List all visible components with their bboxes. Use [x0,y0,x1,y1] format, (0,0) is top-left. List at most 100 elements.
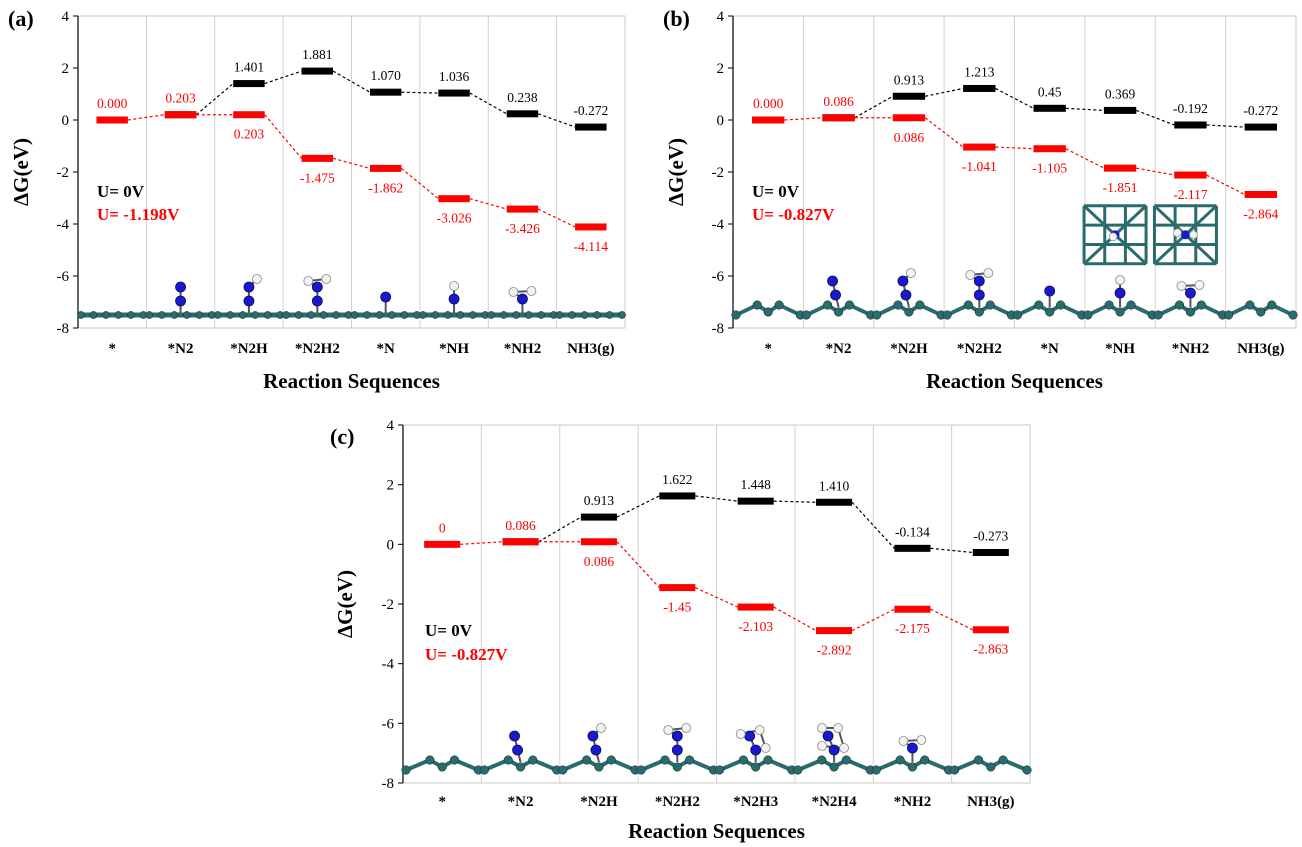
energy-level-bar [506,205,539,213]
series-u-applied: 0 0.086 0.086 -1.45 -2.103 -2.892 -2.175 -2.863 [424,518,1009,658]
y-tick-label: -4 [712,217,725,233]
y-tick-label: -6 [382,716,395,732]
metal-atom [606,755,616,765]
metal-atom [763,755,773,765]
metal-atom [516,762,526,772]
series-connector [469,92,508,115]
nitrogen-atom [587,730,599,742]
series-connector [1206,174,1245,195]
x-tick-label: *NH2 [1172,341,1210,357]
energy-level-bar [892,114,926,122]
x-tick-label: *N [377,341,396,357]
x-tick-label: NH3(g) [567,341,615,357]
legend-entry: U= -0.827V [752,205,835,224]
metal-atom [605,311,614,319]
hydrogen-atom [754,725,765,735]
energy-level-bar [502,538,539,546]
metal-atom [487,311,496,319]
metal-atom [77,311,85,319]
metal-atom [127,311,135,319]
series-connector [1065,148,1105,169]
y-tick-label: -6 [712,269,725,285]
data-label: -1.45 [663,600,691,615]
data-label: -4.114 [574,239,609,254]
metal-atom [594,762,604,772]
metal-atom [537,311,546,319]
data-label: -2.864 [1243,206,1278,221]
data-label: 1.036 [439,69,470,84]
metal-atom [1153,310,1163,320]
series-connector [784,117,823,121]
energy-level-bar [816,498,853,506]
hydrogen-atom [983,268,994,278]
hydrogen-atom [663,725,674,735]
data-label: 0.913 [584,493,615,508]
y-tick-label: 4 [387,418,395,434]
hydrogen-atom [526,286,537,296]
metal-atom [375,311,384,319]
chart-panel-a: 4 2 0 -2 -4 -6 -8 (a) ΔG(eV) * *N2 *N2H *N2H2 *N *NH *N… [8,6,626,393]
nitrogen-atom [897,275,909,287]
nitrogen-atom [827,275,838,287]
metal-atom [893,300,903,310]
hydrogen-atom [1173,228,1182,238]
energy-level-bar [822,114,855,122]
metal-atom [973,755,984,765]
energy-level-bar [233,80,265,88]
data-label: 1.410 [819,478,850,493]
energy-level-bar [737,497,774,505]
nitrogen-atom [175,295,186,307]
adsorbate-structures [401,723,1032,775]
metal-atom [974,307,984,317]
data-label: 0.000 [753,96,784,111]
data-label: 1.213 [964,64,995,79]
legend-entry: U= -0.827V [425,645,508,664]
metal-atom [1115,307,1125,317]
nitrogen-atom [509,730,520,742]
nitrogen-atom [1044,285,1056,297]
hydrogen-atom [508,287,519,297]
metal-atom [1056,300,1066,310]
metal-atom [238,311,247,319]
energy-level-bar [737,603,774,611]
series-connector [1136,167,1175,176]
data-label: -0.192 [1173,101,1208,116]
data-label: -2.175 [895,621,930,636]
series-connector [851,501,895,549]
y-tick-label: 4 [62,9,70,25]
data-label: -2.103 [738,619,773,634]
metal-atom [89,311,98,319]
metal-atom [251,311,260,319]
hydrogen-atom [916,735,927,745]
hydrogen-atom [817,723,827,733]
metal-atom [437,762,447,772]
x-tick-label: *N2H2 [655,794,700,810]
data-label: 1.448 [741,477,772,492]
energy-level-bar [164,111,197,119]
metal-atom [1174,300,1185,310]
energy-level-bar [1033,145,1066,153]
hydrogen-atom [965,270,976,280]
series-connector [1136,109,1175,126]
energy-level-bar [894,544,931,552]
x-tick-label: *N2H2 [957,341,1002,357]
panel-label: (b) [663,6,690,31]
data-label: -3.426 [505,221,540,236]
x-tick-label: *N2 [168,341,194,357]
series-connector [930,547,973,554]
metal-atom [307,311,315,319]
metal-atom [263,311,272,319]
series-connector [773,500,817,503]
nitrogen-atom [822,730,834,742]
series-connector [924,117,964,148]
metal-atom [524,311,533,319]
data-label: -1.105 [1032,161,1067,176]
nitrogen-atom [311,281,323,293]
x-tick-label: *N2H [230,341,268,357]
energy-level-bar [752,116,785,124]
metal-atom [1083,310,1093,320]
metal-atom [282,311,290,319]
legend-entry: U= 0V [752,182,800,201]
metal-atom [431,311,440,319]
